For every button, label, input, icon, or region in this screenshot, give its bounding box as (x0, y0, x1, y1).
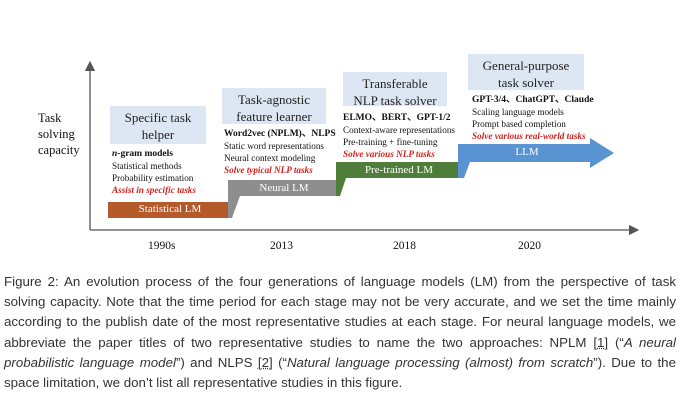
stage-title-box: Task-agnostic feature learner (222, 88, 326, 124)
stage-highlight: Solve typical NLP tasks (224, 165, 313, 175)
bar-llm (458, 138, 614, 178)
citation-link[interactable]: [1] (593, 334, 609, 350)
bar-neural-lm (228, 180, 340, 218)
bar-label: LLM (515, 146, 539, 158)
bar-pretrained-lm (336, 162, 464, 196)
cited-title: Natural language processing (almost) fro… (286, 354, 594, 370)
stage-items: Word2vec (NPLM)、NLPS Static word represe… (224, 129, 336, 175)
evolution-figure: Task solving capacity 1990s 2013 2018 20… (38, 54, 640, 252)
x-tick: 1990s (148, 240, 176, 252)
stage-header: Word2vec (NPLM)、NLPS (224, 129, 336, 139)
stage-items: ELMO、BERT、GPT-1/2 Context-aware represen… (343, 113, 455, 159)
stage-header: GPT-3/4、ChatGPT、Claude (472, 95, 594, 105)
stage-header: n-gram models (112, 149, 173, 159)
y-axis-label: Task solving capacity (38, 111, 80, 157)
caption-label: Figure 2: (4, 274, 59, 289)
stage-items: n-gram models Statistical methods Probab… (112, 149, 196, 195)
stage-highlight: Solve various real-world tasks (472, 131, 586, 141)
bar-label: Neural LM (259, 182, 309, 194)
cited-title: A neural probabilistic language model (4, 334, 676, 370)
stage-highlight: Assist in specific tasks (112, 185, 196, 195)
citation-link[interactable]: [2] (257, 354, 273, 370)
bar-statistical-lm (108, 202, 232, 218)
bar-label: Statistical LM (138, 203, 202, 215)
stage-header: ELMO、BERT、GPT-1/2 (343, 113, 451, 123)
figure-caption: Figure 2: An evolution process of the fo… (4, 274, 676, 391)
stage-title-box: Transferable NLP task solver (343, 72, 447, 108)
x-tick: 2018 (393, 240, 416, 252)
stage-highlight: Solve various NLP tasks (343, 149, 435, 159)
stage-title-box: Specific task helper (110, 106, 206, 144)
stage-title-box: General-purpose task solver (468, 54, 584, 90)
x-tick: 2020 (518, 240, 541, 252)
x-tick: 2013 (270, 240, 293, 252)
stage-items: GPT-3/4、ChatGPT、Claude Scaling language … (472, 95, 594, 141)
figure-axes (84, 60, 640, 236)
bar-label: Pre-trained LM (364, 164, 434, 176)
